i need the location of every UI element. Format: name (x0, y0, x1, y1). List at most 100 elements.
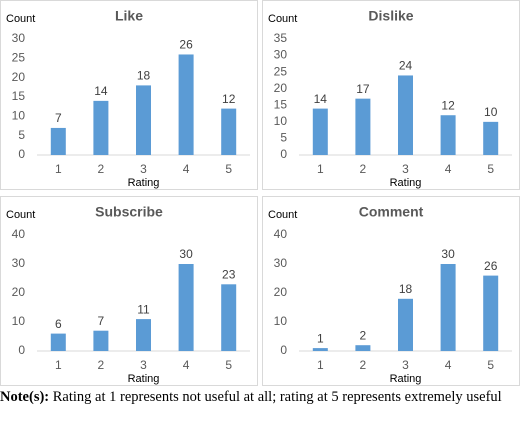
x-tick-label: 4 (183, 162, 190, 176)
data-label: 26 (179, 38, 193, 52)
x-tick-label: 1 (55, 162, 62, 176)
x-tick-label: 5 (225, 162, 232, 176)
y-tick-label: 20 (274, 285, 288, 299)
x-tick-label: 3 (402, 162, 409, 176)
y-tick-label: 10 (274, 114, 288, 128)
data-label: 18 (137, 69, 151, 83)
x-tick-label: 2 (98, 358, 105, 372)
y-tick-label: 10 (12, 314, 26, 328)
data-label: 30 (179, 247, 193, 261)
data-label: 12 (222, 92, 236, 106)
y-tick-label: 30 (274, 48, 288, 62)
y-axis-label: Count (6, 13, 35, 25)
y-tick-label: 5 (18, 128, 25, 142)
x-tick-label: 5 (487, 162, 494, 176)
chart-title: Dislike (368, 8, 413, 24)
x-tick-label: 3 (402, 358, 409, 372)
y-tick-label: 0 (280, 343, 287, 357)
y-axis-label: Count (268, 209, 297, 221)
data-label: 10 (484, 105, 498, 119)
bar (398, 75, 413, 155)
y-tick-label: 40 (12, 227, 26, 241)
data-label: 23 (222, 267, 236, 281)
x-tick-label: 1 (55, 358, 62, 372)
y-tick-label: 25 (274, 64, 288, 78)
bar (221, 284, 237, 351)
x-tick-label: 3 (140, 358, 147, 372)
y-tick-label: 10 (274, 314, 288, 328)
x-axis-label: Rating (128, 373, 160, 385)
data-label: 2 (360, 328, 367, 342)
bar (398, 298, 413, 351)
bar (221, 108, 237, 155)
data-label: 18 (399, 282, 413, 296)
x-tick-label: 4 (445, 358, 452, 372)
data-label: 14 (314, 92, 328, 106)
bar (178, 264, 194, 351)
x-axis-label: Rating (390, 177, 422, 189)
data-label: 14 (94, 84, 108, 98)
data-label: 12 (441, 98, 455, 112)
x-axis-label: Rating (128, 177, 160, 189)
data-label: 17 (356, 82, 370, 96)
data-label: 30 (441, 247, 455, 261)
y-tick-label: 40 (274, 227, 288, 241)
chart-grid: LikeCount05101520253017214318426512Ratin… (0, 0, 520, 386)
y-tick-label: 30 (12, 256, 26, 270)
x-tick-label: 4 (183, 358, 190, 372)
x-tick-label: 5 (225, 358, 232, 372)
bar (483, 275, 499, 351)
x-tick-label: 1 (317, 358, 324, 372)
y-axis-label: Count (268, 13, 297, 25)
chart-title: Subscribe (95, 204, 163, 220)
data-label: 7 (98, 314, 105, 328)
bar (178, 54, 194, 155)
y-axis-label: Count (6, 209, 35, 221)
y-tick-label: 15 (12, 89, 26, 103)
bar (355, 345, 371, 351)
x-tick-label: 1 (317, 162, 324, 176)
note: Note(s): Rating at 1 represents not usef… (0, 389, 515, 406)
x-tick-label: 2 (360, 162, 367, 176)
bar (136, 319, 151, 351)
y-tick-label: 15 (274, 97, 288, 111)
bar (312, 108, 328, 155)
data-label: 11 (137, 302, 150, 316)
bar (93, 330, 109, 351)
y-tick-label: 10 (12, 109, 26, 123)
panel-border (0, 196, 258, 386)
bar (93, 100, 109, 155)
data-label: 24 (399, 59, 413, 73)
data-label: 7 (55, 111, 62, 125)
data-label: 1 (317, 331, 324, 345)
chart-title: Comment (359, 204, 424, 220)
y-tick-label: 30 (274, 256, 288, 270)
chart-title: Like (115, 8, 143, 24)
data-label: 26 (484, 259, 498, 273)
y-tick-label: 0 (18, 147, 25, 161)
x-axis-label: Rating (390, 373, 422, 385)
panel-border (262, 0, 520, 190)
x-tick-label: 2 (360, 358, 367, 372)
x-tick-label: 2 (98, 162, 105, 176)
y-tick-label: 30 (12, 31, 26, 45)
y-tick-label: 5 (280, 131, 287, 145)
y-tick-label: 20 (274, 81, 288, 95)
y-tick-label: 0 (18, 343, 25, 357)
panel-border (0, 0, 258, 190)
bar (355, 98, 371, 155)
bar (136, 85, 151, 155)
x-tick-label: 3 (140, 162, 147, 176)
x-tick-label: 5 (487, 358, 494, 372)
bar (50, 127, 66, 155)
note-label: Note(s): (0, 389, 50, 405)
bar (440, 115, 456, 155)
y-tick-label: 35 (274, 31, 288, 45)
note-text: Rating at 1 represents not useful at all… (52, 389, 502, 405)
y-tick-label: 20 (12, 70, 26, 84)
bar (50, 333, 66, 351)
y-tick-label: 20 (12, 285, 26, 299)
data-label: 6 (55, 317, 62, 331)
x-tick-label: 4 (445, 162, 452, 176)
